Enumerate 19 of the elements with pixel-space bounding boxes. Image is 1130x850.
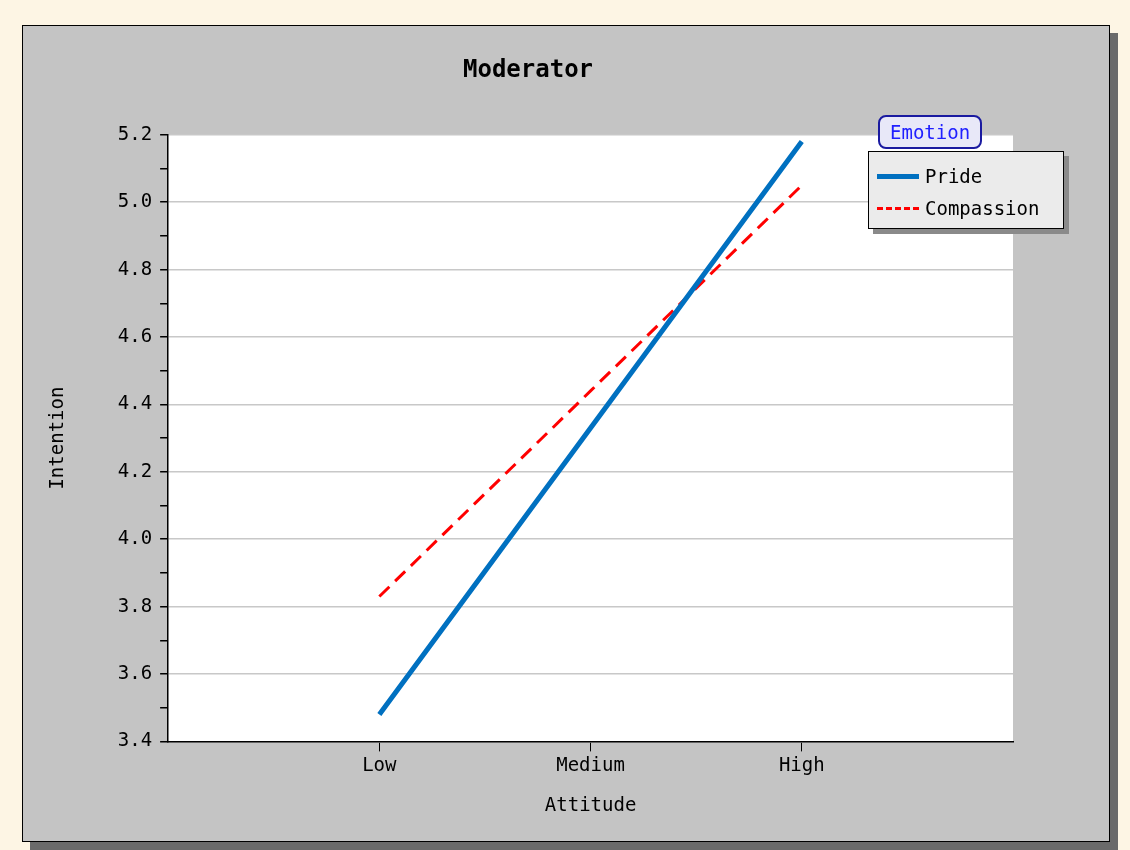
x-tick-label: High bbox=[778, 752, 825, 775]
y-tick-label: 3.6 bbox=[117, 660, 153, 683]
y-tick-label: 4.0 bbox=[117, 526, 153, 549]
y-tick-label: 4.4 bbox=[117, 391, 153, 414]
y-tick-label: 4.6 bbox=[117, 323, 153, 346]
y-tick-label: 4.8 bbox=[117, 256, 153, 279]
legend-title: Emotion bbox=[878, 115, 983, 149]
y-tick-label: 3.8 bbox=[117, 593, 153, 616]
y-tick-label: 5.2 bbox=[117, 121, 153, 144]
x-axis-title: Attitude bbox=[544, 792, 637, 815]
y-tick-label: 4.2 bbox=[117, 458, 153, 481]
x-tick-label: Low bbox=[362, 752, 398, 775]
y-tick-label: 3.4 bbox=[117, 728, 153, 751]
legend-label: Compassion bbox=[925, 197, 1040, 219]
y-tick-label: 5.0 bbox=[117, 189, 153, 212]
y-axis-title: Intention bbox=[45, 386, 68, 490]
legend-label: Pride bbox=[925, 165, 983, 187]
x-tick-label: Medium bbox=[556, 752, 625, 775]
chart-title: Moderator bbox=[462, 54, 594, 83]
